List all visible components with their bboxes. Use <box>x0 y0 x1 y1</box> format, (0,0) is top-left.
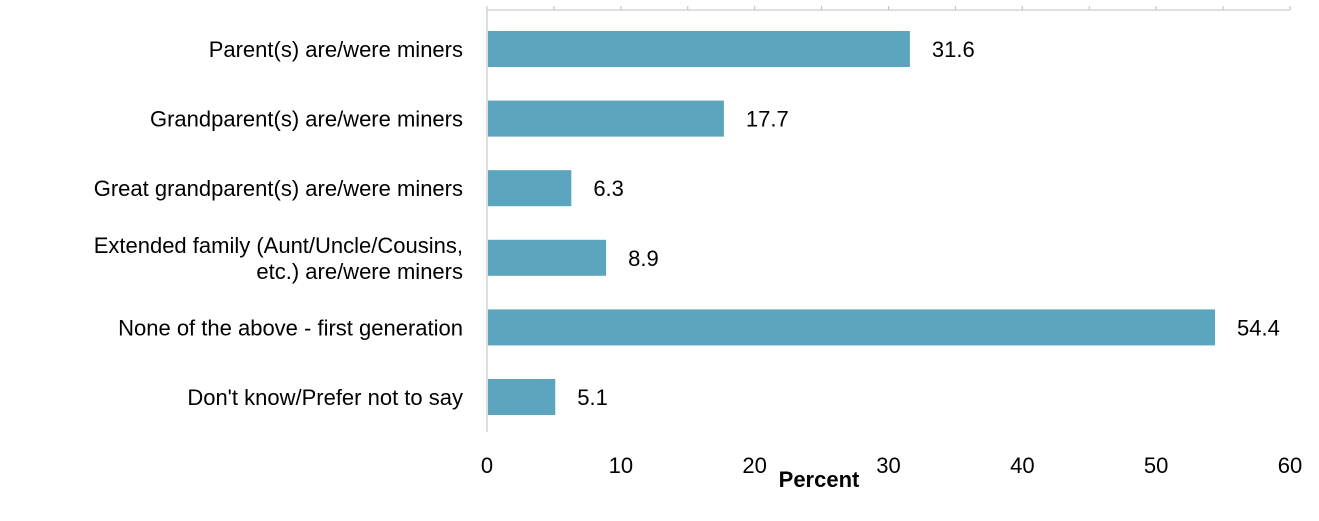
category-label: etc.) are/were miners <box>256 259 463 284</box>
x-tick-label: 40 <box>1010 453 1034 478</box>
bar <box>488 170 572 207</box>
bar <box>488 309 1216 346</box>
category-label: Grandparent(s) are/were miners <box>150 107 463 132</box>
bars <box>488 31 1216 415</box>
bar <box>488 100 724 137</box>
x-tick-label: 20 <box>742 453 766 478</box>
category-label: Great grandparent(s) are/were miners <box>94 176 463 201</box>
data-label: 31.6 <box>932 37 975 62</box>
bar <box>488 379 556 415</box>
bar <box>488 31 910 67</box>
category-label: Extended family (Aunt/Uncle/Cousins, <box>94 233 463 258</box>
data-label: 17.7 <box>746 107 789 132</box>
labels: 0 10 20 30 40 50 60 Parent(s) are/were miners 31… <box>94 37 1303 478</box>
category-label: None of the above - first generation <box>118 315 463 340</box>
x-tick-label: 60 <box>1278 453 1302 478</box>
x-tick-label: 30 <box>876 453 900 478</box>
data-label: 5.1 <box>577 385 608 410</box>
category-label: Parent(s) are/were miners <box>209 37 463 62</box>
x-tick-label: 50 <box>1144 453 1168 478</box>
data-label: 8.9 <box>628 246 659 271</box>
category-label: Don't know/Prefer not to say <box>187 385 463 410</box>
x-tick-label: 10 <box>609 453 633 478</box>
x-axis-title: Percent <box>779 467 860 492</box>
data-label: 6.3 <box>593 176 624 201</box>
bar <box>488 239 607 276</box>
x-tick-label: 0 <box>481 453 493 478</box>
axes <box>486 6 1291 432</box>
data-label: 54.4 <box>1237 315 1280 340</box>
